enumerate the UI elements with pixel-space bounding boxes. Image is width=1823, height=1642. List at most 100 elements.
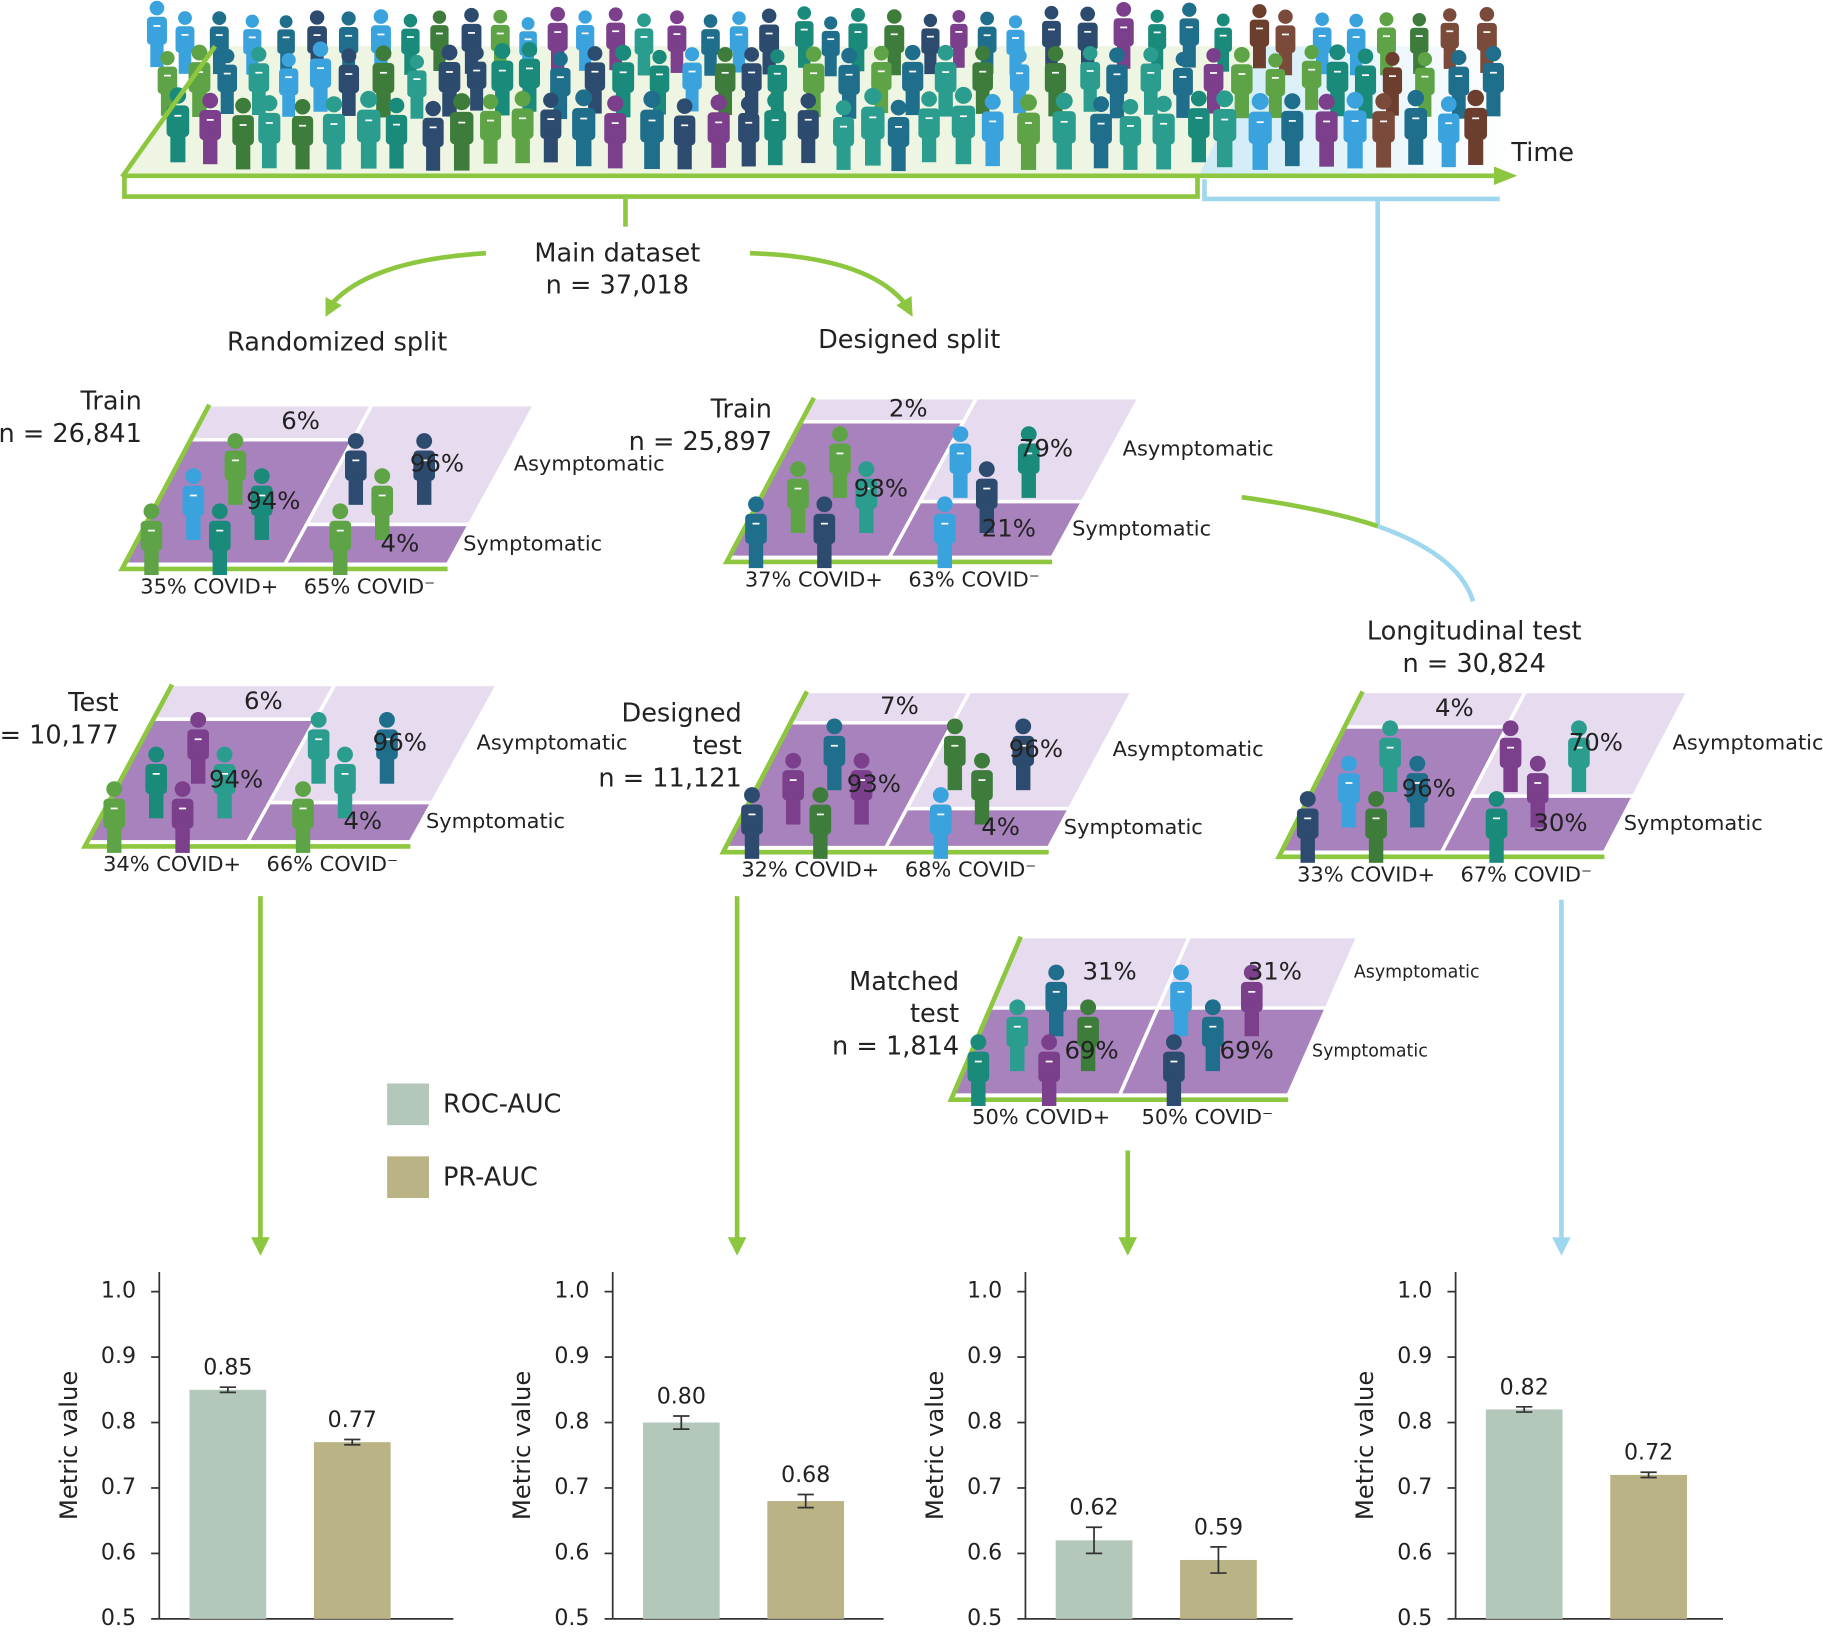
person xyxy=(345,433,367,505)
person-body xyxy=(741,63,762,92)
y-tick-label: 0.8 xyxy=(101,1410,136,1435)
person xyxy=(884,9,905,76)
person-head xyxy=(578,10,592,24)
heading: Designed split xyxy=(818,325,1000,355)
person-legs xyxy=(1015,760,1031,791)
person-head xyxy=(974,752,990,769)
percent: 94% xyxy=(209,765,263,794)
person-head xyxy=(550,6,566,22)
percent: Symptomatic xyxy=(1064,815,1203,839)
person-body xyxy=(356,109,381,143)
person-body xyxy=(547,22,568,51)
person-body xyxy=(787,478,809,509)
person-body xyxy=(902,61,924,92)
person xyxy=(292,781,314,853)
person-head xyxy=(1190,90,1207,107)
person-body xyxy=(823,735,846,766)
person xyxy=(187,712,209,784)
person-body xyxy=(1476,22,1497,51)
cohort-label: Matched xyxy=(849,967,959,997)
person-body xyxy=(208,520,231,551)
person-legs xyxy=(1056,137,1072,170)
person-body xyxy=(145,763,168,795)
person-legs xyxy=(1268,90,1282,118)
person-head xyxy=(805,46,822,62)
person-head xyxy=(1382,720,1399,737)
person-body xyxy=(701,29,720,55)
person-body xyxy=(291,116,314,146)
person-legs xyxy=(937,537,953,569)
person-body xyxy=(450,111,474,145)
person-head xyxy=(670,10,684,25)
person-body xyxy=(1214,27,1232,53)
person-head xyxy=(975,45,991,61)
cohort-label: Test xyxy=(67,688,118,718)
person-legs xyxy=(813,828,828,859)
person-head xyxy=(332,503,349,520)
person xyxy=(640,90,664,170)
cohort-panel: 4% 96% 70% 30% Asymptomatic Symptomatic 33% CO… xyxy=(1275,617,1823,886)
y-tick-label: 0.6 xyxy=(554,1540,589,1565)
person-head xyxy=(858,461,875,478)
person-body xyxy=(1080,61,1101,90)
covid-label: 37% COVID+ xyxy=(745,568,883,592)
percent: 69% xyxy=(1064,1036,1118,1065)
person-head xyxy=(812,787,829,803)
person xyxy=(850,752,873,825)
person xyxy=(741,787,763,859)
person xyxy=(1214,13,1232,72)
person-head xyxy=(1379,12,1394,27)
main-dataset: Main dataset xyxy=(534,238,700,268)
person-body xyxy=(1404,108,1428,140)
person-legs xyxy=(921,132,937,163)
person-body xyxy=(407,70,427,98)
person-body xyxy=(540,109,562,139)
person-body xyxy=(345,450,367,481)
person-body xyxy=(224,450,247,481)
person-legs xyxy=(1278,47,1293,76)
person-head xyxy=(1315,12,1329,27)
person-body xyxy=(975,478,998,509)
person-body xyxy=(438,62,461,93)
person-head xyxy=(202,92,219,109)
error-bar xyxy=(219,1386,237,1394)
person xyxy=(371,468,394,540)
person-body xyxy=(248,63,270,92)
person-head xyxy=(980,11,995,26)
person-legs xyxy=(228,474,243,505)
person-legs xyxy=(801,133,816,164)
percent: 79% xyxy=(1019,434,1073,463)
person-head xyxy=(1440,96,1457,112)
person-body xyxy=(921,28,940,54)
person-head xyxy=(1299,791,1316,807)
person-head xyxy=(432,10,447,24)
value-label: 0.68 xyxy=(781,1463,830,1488)
person-body xyxy=(329,520,352,551)
person-legs xyxy=(212,544,228,576)
person xyxy=(887,99,910,172)
person-body xyxy=(918,108,940,139)
person-legs xyxy=(375,509,390,540)
person-body xyxy=(175,26,195,53)
person-legs xyxy=(854,794,869,825)
person-head xyxy=(952,426,969,442)
person-body xyxy=(714,63,736,92)
person-body xyxy=(1213,108,1237,142)
person-body xyxy=(1248,111,1272,144)
person-head xyxy=(191,44,208,61)
person-body xyxy=(1012,735,1035,766)
person-legs xyxy=(953,467,968,498)
person-head xyxy=(608,7,623,22)
person xyxy=(809,787,832,859)
person-body xyxy=(1485,808,1508,839)
person-body xyxy=(1006,29,1025,55)
person-head xyxy=(761,8,777,23)
legend-label: PR-AUC xyxy=(443,1162,538,1192)
person-legs xyxy=(1376,136,1392,168)
person-legs xyxy=(442,86,457,117)
person xyxy=(1052,92,1076,170)
value-label: 0.80 xyxy=(657,1385,706,1410)
person-body xyxy=(1170,981,1192,1013)
person-body xyxy=(372,62,395,94)
person-head xyxy=(732,11,746,25)
